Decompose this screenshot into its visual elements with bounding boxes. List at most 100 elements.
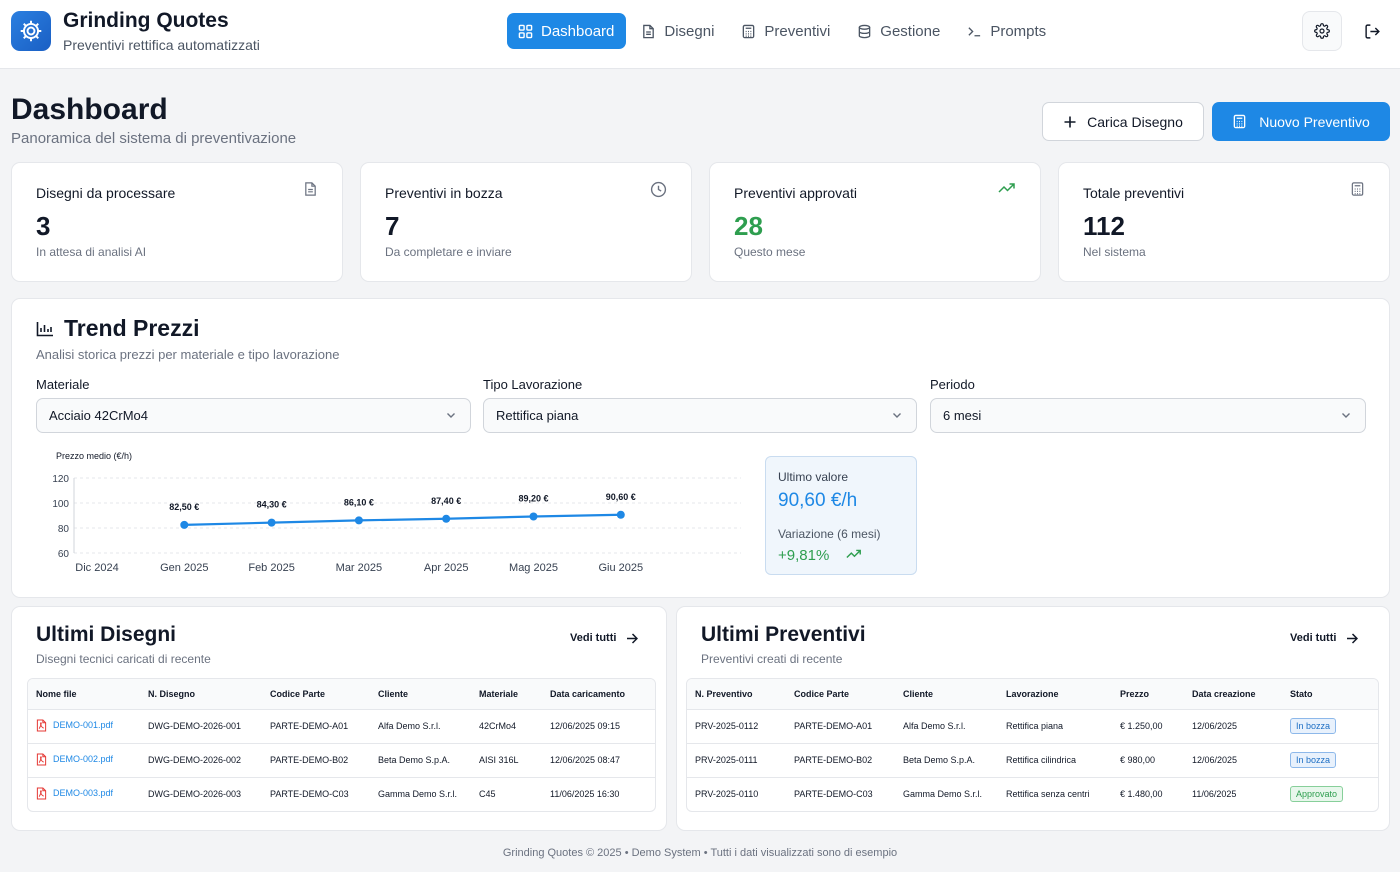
trending-up-icon bbox=[846, 549, 861, 559]
status-badge: In bozza bbox=[1290, 718, 1337, 734]
clock-icon bbox=[650, 181, 667, 198]
data-point bbox=[616, 510, 625, 519]
material-select[interactable]: Acciaio 42CrMo4 bbox=[36, 398, 471, 433]
settings-button[interactable] bbox=[1302, 11, 1342, 51]
recent-quotes-panel: Ultimi Preventivi Preventivi creati di r… bbox=[676, 606, 1390, 831]
table-cell: Gamma Demo S.r.l. bbox=[378, 789, 458, 800]
column-header[interactable]: Codice Parte bbox=[262, 679, 370, 710]
table-cell: PRV-2025-0112 bbox=[687, 709, 786, 744]
column-header[interactable]: Lavorazione bbox=[998, 679, 1112, 710]
nav-gestione[interactable]: Gestione bbox=[846, 13, 952, 49]
column-header[interactable]: Data creazione bbox=[1184, 679, 1282, 710]
bar-chart-icon bbox=[36, 322, 53, 337]
x-tick-label: Feb 2025 bbox=[248, 562, 294, 574]
price-trend-panel: Trend Prezzi Analisi storica prezzi per … bbox=[11, 298, 1390, 598]
table-cell: PARTE-DEMO-B02 bbox=[262, 743, 370, 778]
nav-dashboard[interactable]: Dashboard bbox=[507, 13, 627, 49]
file-link[interactable]: DEMO-002.pdf bbox=[36, 752, 113, 766]
drawings-subtitle: Disegni tecnici caricati di recente bbox=[36, 652, 211, 666]
column-header[interactable]: Materiale bbox=[471, 679, 542, 710]
last-value: 90,60 €/h bbox=[778, 490, 858, 511]
table-cell: PRV-2025-0111 bbox=[687, 743, 786, 778]
table-cell: DEMO-001.pdf bbox=[28, 709, 140, 744]
column-header[interactable]: Cliente bbox=[895, 679, 998, 710]
x-tick-label: Gen 2025 bbox=[160, 562, 208, 574]
table-cell: Rettifica piana bbox=[998, 709, 1112, 744]
table-cell: In bozza bbox=[1282, 709, 1378, 744]
table-cell: DWG-DEMO-2026-003 bbox=[148, 789, 242, 800]
stat-card-total: Totale preventivi 112 Nel sistema bbox=[1058, 162, 1390, 282]
page-title: Dashboard bbox=[11, 93, 168, 126]
upload-drawing-button[interactable]: Carica Disegno bbox=[1042, 102, 1204, 141]
trending-up-icon bbox=[998, 183, 1015, 193]
column-header[interactable]: Codice Parte bbox=[786, 679, 895, 710]
table-row[interactable]: DEMO-001.pdf DWG-DEMO-2026-001 PARTE-DEMO-… bbox=[28, 709, 655, 744]
trend-title: Trend Prezzi bbox=[64, 315, 200, 341]
change-value: +9,81% bbox=[778, 547, 830, 564]
nav-label: Dashboard bbox=[541, 22, 615, 40]
data-point bbox=[180, 520, 189, 529]
stat-card-drawings: Disegni da processare 3 In attesa di ana… bbox=[11, 162, 343, 282]
app-logo[interactable] bbox=[11, 11, 51, 51]
data-point bbox=[354, 516, 363, 525]
change-label: Variazione (6 mesi) bbox=[778, 527, 881, 541]
nav-prompts[interactable]: Prompts bbox=[956, 13, 1058, 49]
table-cell: Beta Demo S.p.A. bbox=[370, 743, 471, 778]
table-cell: 12/06/2025 bbox=[1184, 709, 1282, 744]
period-label: Periodo bbox=[930, 377, 975, 392]
table-row[interactable]: DEMO-002.pdf DWG-DEMO-2026-002 PARTE-DEMO-… bbox=[28, 743, 655, 778]
nav-preventivi[interactable]: Preventivi bbox=[730, 13, 842, 49]
column-header[interactable]: Cliente bbox=[370, 679, 471, 710]
column-header[interactable]: Stato bbox=[1282, 679, 1378, 710]
data-label: 86,10 € bbox=[344, 497, 374, 507]
column-header[interactable]: N. Disegno bbox=[140, 679, 262, 710]
pdf-file-icon bbox=[36, 752, 47, 766]
column-header[interactable]: Data caricamento bbox=[542, 679, 655, 710]
recent-drawings-panel: Ultimi Disegni Disegni tecnici caricati … bbox=[11, 606, 667, 831]
trend-summary-box: Ultimo valore 90,60 €/h Variazione (6 me… bbox=[765, 456, 917, 575]
period-value: 6 mesi bbox=[943, 408, 982, 423]
column-header[interactable]: N. Preventivo bbox=[687, 679, 786, 710]
processing-type-select[interactable]: Rettifica piana bbox=[483, 398, 917, 433]
table-cell: In bozza bbox=[1282, 743, 1378, 778]
top-bar: Grinding Quotes Preventivi rettifica aut… bbox=[0, 0, 1400, 69]
pdf-file-icon bbox=[36, 718, 47, 732]
status-badge: In bozza bbox=[1290, 752, 1337, 768]
terminal-icon bbox=[968, 26, 981, 36]
nav-label: Gestione bbox=[880, 22, 941, 40]
file-link[interactable]: DEMO-003.pdf bbox=[36, 787, 113, 800]
table-cell: 11/06/2025 16:30 bbox=[550, 789, 620, 800]
column-header[interactable]: Nome file bbox=[28, 679, 140, 710]
x-tick-label: Dic 2024 bbox=[75, 562, 118, 574]
document-icon bbox=[305, 182, 316, 196]
stat-title: Preventivi in bozza bbox=[385, 185, 503, 201]
column-header[interactable]: Prezzo bbox=[1112, 679, 1184, 710]
nav-disegni[interactable]: Disegni bbox=[630, 13, 726, 49]
table-cell: C45 bbox=[479, 789, 496, 800]
table-cell: DEMO-003.pdf bbox=[28, 777, 140, 811]
table-row[interactable]: PRV-2025-0111 PARTE-DEMO-B02 Beta Demo S.p… bbox=[687, 743, 1378, 778]
period-select[interactable]: 6 mesi bbox=[930, 398, 1366, 433]
gear-icon bbox=[1314, 23, 1330, 39]
drawings-title: Ultimi Disegni bbox=[36, 623, 177, 646]
table-cell: Rettifica cilindrica bbox=[998, 743, 1112, 778]
main-nav: Dashboard Disegni Preventivi Gestione Pr… bbox=[507, 13, 1058, 49]
see-all-label: Vedi tutti bbox=[1290, 632, 1337, 644]
stat-title: Preventivi approvati bbox=[734, 185, 857, 201]
logout-button[interactable] bbox=[1352, 11, 1392, 51]
y-tick-label: 100 bbox=[52, 499, 69, 510]
data-label: 87,40 € bbox=[431, 496, 461, 506]
stat-note: Questo mese bbox=[734, 245, 806, 259]
table-row[interactable]: PRV-2025-0110 PARTE-DEMO-C03 Gamma Demo S.… bbox=[687, 777, 1378, 811]
processing-type-label: Tipo Lavorazione bbox=[483, 377, 583, 392]
new-quote-button[interactable]: Nuovo Preventivo bbox=[1212, 102, 1390, 141]
data-label: 82,50 € bbox=[169, 502, 199, 512]
chevron-down-icon bbox=[1342, 413, 1350, 418]
stat-value: 7 bbox=[385, 211, 400, 241]
material-value: Acciaio 42CrMo4 bbox=[49, 408, 148, 423]
file-link[interactable]: DEMO-001.pdf bbox=[36, 718, 113, 732]
quotes-see-all-link[interactable]: Vedi tutti bbox=[1290, 632, 1359, 644]
table-row[interactable]: PRV-2025-0112 PARTE-DEMO-A01 Alfa Demo S.r… bbox=[687, 709, 1378, 744]
table-row[interactable]: DEMO-003.pdf DWG-DEMO-2026-003 PARTE-DEMO-… bbox=[28, 777, 655, 811]
drawings-see-all-link[interactable]: Vedi tutti bbox=[570, 632, 639, 644]
